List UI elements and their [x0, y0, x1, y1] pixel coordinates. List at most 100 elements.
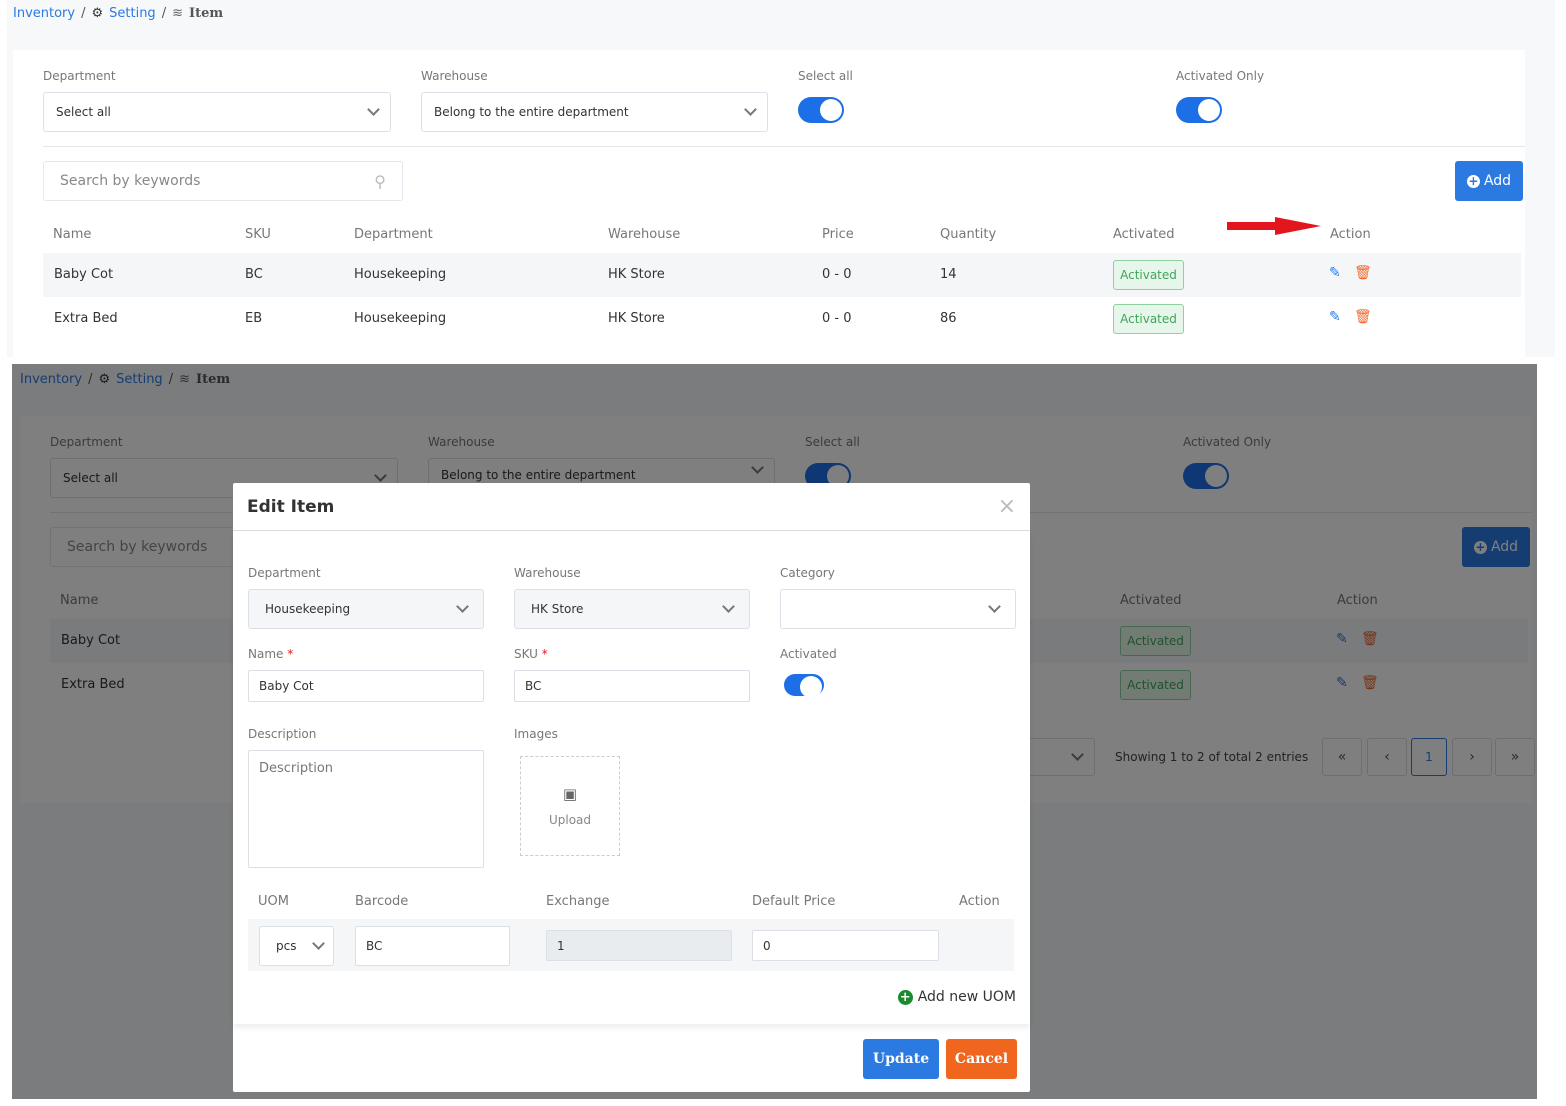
name-input[interactable]: Baby Cot [248, 670, 484, 702]
item-page: Inventory / ⚙ Setting / ≋ Item Departmen… [13, 0, 1533, 357]
breadcrumb-setting[interactable]: Setting [109, 6, 156, 21]
uom-header-uom: UOM [258, 894, 289, 909]
divider [43, 146, 1525, 147]
item-list-screenshot: Inventory / ⚙ Setting / ≋ Item Departmen… [7, 0, 1555, 357]
edit-modal-screenshot: Inventory / ⚙ Setting / ≋ Item Departmen… [12, 364, 1537, 1099]
select-all-toggle[interactable] [798, 97, 844, 123]
cell-department: Housekeeping [354, 267, 447, 282]
annotation-arrow-icon [1227, 217, 1322, 235]
images-label: Images [514, 727, 558, 741]
cell-name: Baby Cot [54, 267, 114, 282]
upload-button[interactable]: ▣ Upload [520, 756, 620, 856]
column-header-warehouse: Warehouse [608, 227, 681, 242]
edit-icon[interactable]: ✎ [1329, 265, 1341, 281]
close-icon[interactable]: × [997, 494, 1016, 519]
cell-quantity: 86 [940, 311, 957, 326]
edit-item-modal: Edit Item × Department Housekeeping Ware… [233, 483, 1030, 1092]
category-label: Category [780, 566, 835, 580]
status-badge: Activated [1113, 260, 1184, 290]
status-badge: Activated [1113, 304, 1184, 334]
department-value: Housekeeping [265, 602, 351, 616]
add-button[interactable]: +Add [1455, 161, 1523, 201]
uom-row: pcs BC 1 0 [248, 919, 1014, 971]
department-select[interactable]: Housekeeping [248, 589, 484, 629]
cell-warehouse: HK Store [608, 311, 665, 326]
search-icon: ⚲ [374, 171, 386, 191]
upload-label: Upload [548, 813, 592, 827]
modal-body: Department Housekeeping Warehouse HK Sto… [233, 532, 1030, 1024]
table-row[interactable]: Baby Cot BC Housekeeping HK Store 0 - 0 … [43, 253, 1521, 297]
plus-circle-icon: + [1466, 173, 1480, 188]
department-value: Select all [56, 105, 111, 119]
exchange-input: 1 [546, 930, 732, 961]
department-label: Department [43, 69, 116, 83]
gear-icon: ⚙ [91, 6, 104, 21]
add-label: Add [1483, 173, 1512, 189]
activated-toggle[interactable] [784, 674, 824, 698]
sku-input[interactable]: BC [514, 670, 750, 702]
warehouse-select[interactable]: HK Store [514, 589, 750, 629]
warehouse-label: Warehouse [514, 566, 581, 580]
breadcrumb-inventory[interactable]: Inventory [13, 6, 76, 21]
select-all-label: Select all [798, 69, 853, 83]
chevron-down-icon [367, 103, 380, 116]
column-header-price: Price [822, 227, 854, 242]
cell-sku: EB [245, 311, 263, 326]
cell-name: Extra Bed [54, 311, 118, 326]
chevron-down-icon [312, 937, 325, 950]
cell-price: 0 - 0 [822, 267, 852, 282]
uom-header-action: Action [959, 894, 1000, 909]
trash-icon[interactable]: 🗑 [1354, 309, 1372, 325]
warehouse-value: HK Store [531, 602, 584, 616]
database-icon: ≋ [172, 6, 183, 21]
warehouse-label: Warehouse [421, 69, 488, 83]
barcode-input[interactable]: BC [355, 926, 510, 966]
uom-value: pcs [276, 939, 297, 953]
warehouse-value: Belong to the entire department [434, 105, 629, 119]
activated-label: Activated [780, 647, 837, 661]
department-label: Department [248, 566, 321, 580]
cell-quantity: 14 [940, 267, 957, 282]
cell-warehouse: HK Store [608, 267, 665, 282]
breadcrumb-separator: / [81, 6, 86, 21]
activated-only-toggle[interactable] [1176, 97, 1222, 123]
uom-header-exchange: Exchange [546, 894, 610, 909]
cell-sku: BC [245, 267, 263, 282]
description-textarea[interactable]: Description [248, 750, 484, 868]
column-header-sku: SKU [245, 227, 271, 242]
cell-department: Housekeeping [354, 311, 447, 326]
search-placeholder: Search by keywords [60, 173, 201, 189]
column-header-activated: Activated [1113, 227, 1175, 242]
column-header-action: Action [1330, 227, 1371, 242]
name-label: Name * [248, 647, 294, 661]
column-header-department: Department [354, 227, 433, 242]
chevron-down-icon [722, 600, 735, 613]
table-row[interactable]: Extra Bed EB Housekeeping HK Store 0 - 0… [43, 297, 1521, 341]
cancel-button[interactable]: Cancel [946, 1039, 1017, 1079]
update-button[interactable]: Update [863, 1039, 939, 1079]
default-price-input[interactable]: 0 [752, 930, 939, 961]
chevron-down-icon [744, 103, 757, 116]
uom-header-default-price: Default Price [752, 894, 836, 909]
chevron-down-icon [988, 600, 1001, 613]
warehouse-select[interactable]: Belong to the entire department [421, 92, 768, 132]
edit-icon[interactable]: ✎ [1329, 309, 1341, 325]
image-file-icon: ▣ [562, 785, 578, 803]
uom-select[interactable]: pcs [259, 926, 334, 966]
search-input[interactable]: Search by keywords ⚲ [43, 161, 403, 201]
department-select[interactable]: Select all [43, 92, 391, 132]
column-header-quantity: Quantity [940, 227, 997, 242]
category-select[interactable] [780, 589, 1016, 629]
add-new-uom-label: Add new UOM [917, 989, 1016, 1005]
trash-icon[interactable]: 🗑 [1354, 265, 1372, 281]
column-header-name: Name [53, 227, 92, 242]
description-label: Description [248, 727, 317, 741]
uom-header-barcode: Barcode [355, 894, 409, 909]
modal-title: Edit Item [247, 496, 335, 517]
sku-label: SKU * [514, 647, 548, 661]
modal-header: Edit Item × [233, 483, 1030, 531]
activated-only-label: Activated Only [1176, 69, 1265, 83]
add-new-uom-button[interactable]: + Add new UOM [897, 989, 1016, 1005]
chevron-down-icon [456, 600, 469, 613]
breadcrumb: Inventory / ⚙ Setting / ≋ Item [13, 6, 223, 21]
